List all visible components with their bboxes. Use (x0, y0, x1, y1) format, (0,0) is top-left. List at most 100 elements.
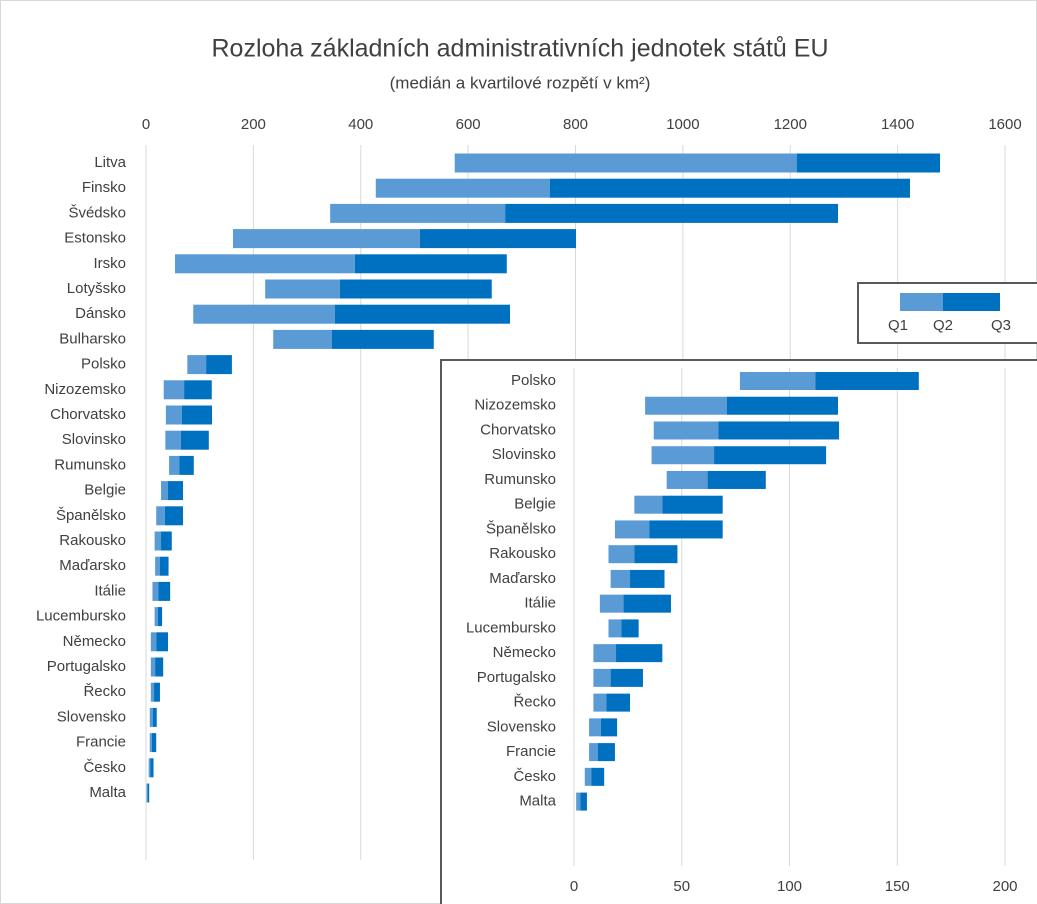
bar-segment (714, 446, 827, 465)
category-label: Malta (89, 784, 126, 801)
bar-segment (599, 594, 624, 613)
bar-segment (265, 279, 340, 299)
bar-segment (589, 718, 601, 737)
category-label: Německo (63, 633, 126, 650)
category-label: Chorvatsko (480, 421, 556, 438)
bar-segment (161, 531, 172, 551)
category-label: Nizozemsko (474, 397, 556, 414)
category-label: Maďarsko (489, 570, 556, 587)
category-label: Španělsko (56, 507, 126, 524)
bar-segment (549, 178, 910, 198)
category-label: Finsko (82, 179, 126, 196)
category-label: Česko (83, 759, 126, 776)
bar-segment (591, 767, 605, 786)
x-tick-label: 200 (241, 116, 266, 133)
x-tick-label: 0 (142, 116, 150, 133)
category-label: Rumunsko (54, 456, 126, 473)
bar-segment (154, 607, 158, 627)
bar-segment (184, 380, 212, 400)
legend-label: Q2 (933, 317, 953, 334)
bar-segment (161, 481, 169, 501)
bar-segment (157, 607, 163, 627)
category-label: Lucembursko (36, 608, 126, 625)
category-label: Estonsko (64, 230, 126, 247)
bar-segment (149, 733, 152, 753)
bar-segment (174, 254, 355, 274)
category-label: Francie (506, 743, 556, 760)
category-label: Lotyšsko (67, 280, 126, 297)
category-label: Rumunsko (484, 471, 556, 488)
bar-segment (597, 743, 615, 762)
category-label: Dánsko (75, 305, 126, 322)
bar-segment (651, 446, 715, 465)
bar-segment (815, 372, 919, 390)
bar-segment (621, 619, 639, 638)
bar-segment (580, 792, 587, 811)
category-label: Itálie (524, 595, 556, 612)
x-tick-label: 150 (885, 878, 910, 895)
bar-segment (168, 481, 184, 501)
x-tick-label: 400 (348, 116, 373, 133)
category-label: Rakousko (59, 532, 126, 549)
bar-segment (339, 279, 492, 299)
category-label: Polsko (511, 372, 556, 389)
bar-segment (454, 153, 797, 173)
bar-segment (718, 421, 840, 440)
bar-segment (634, 495, 663, 514)
bar-segment (796, 153, 941, 173)
bar-segment (331, 329, 434, 349)
x-tick-label: 1200 (774, 116, 807, 133)
x-tick-label: 0 (570, 878, 578, 895)
x-tick-label: 50 (673, 878, 690, 895)
bar-segment (630, 569, 665, 588)
category-label: Slovensko (57, 708, 126, 725)
bar-segment (154, 531, 162, 551)
bar-segment (593, 644, 617, 663)
x-tick-label: 1000 (666, 116, 699, 133)
bar-segment (232, 229, 420, 249)
category-label: Portugalsko (477, 669, 556, 686)
bar-segment (147, 783, 150, 803)
bar-segment (610, 668, 643, 687)
legend-frame (857, 282, 1037, 344)
category-label: Chorvatsko (50, 406, 126, 423)
category-label: Itálie (94, 582, 126, 599)
bar-segment (179, 455, 194, 475)
bar-segment (614, 520, 650, 539)
bar-segment (193, 304, 335, 324)
bar-segment (149, 707, 153, 727)
category-label: Rakousko (489, 545, 556, 562)
bar-segment (163, 380, 185, 400)
x-tick-label: 800 (563, 116, 588, 133)
category-label: Bulharsko (59, 330, 126, 347)
bar-segment (158, 581, 171, 601)
bar-segment (610, 569, 631, 588)
bar-segment (666, 470, 708, 489)
bar-segment (150, 682, 155, 702)
bar-segment (151, 733, 157, 753)
bar-segment (606, 693, 631, 712)
legend-label: Q3 (991, 317, 1011, 334)
category-label: Litva (94, 154, 126, 171)
category-label: Řecko (83, 683, 126, 700)
category-label: Lucembursko (466, 619, 556, 636)
category-label: Malta (519, 793, 556, 810)
x-tick-label: 100 (777, 878, 802, 895)
bar-segment (608, 545, 635, 564)
bar-segment (180, 430, 209, 450)
bar-segment (616, 644, 663, 663)
category-label: Německo (493, 644, 556, 661)
bar-segment (330, 203, 506, 223)
category-label: Francie (76, 734, 126, 751)
x-tick-label: 200 (992, 878, 1017, 895)
legend-label: Q1 (888, 317, 908, 334)
bar-segment (600, 718, 618, 737)
bar-segment (589, 743, 598, 762)
bar-segment (156, 506, 165, 526)
bar-segment (156, 632, 169, 652)
x-tick-label: 1600 (988, 116, 1021, 133)
bar-segment (505, 203, 839, 223)
bar-segment (152, 581, 159, 601)
bar-segment (649, 520, 723, 539)
bar-segment (146, 783, 148, 803)
